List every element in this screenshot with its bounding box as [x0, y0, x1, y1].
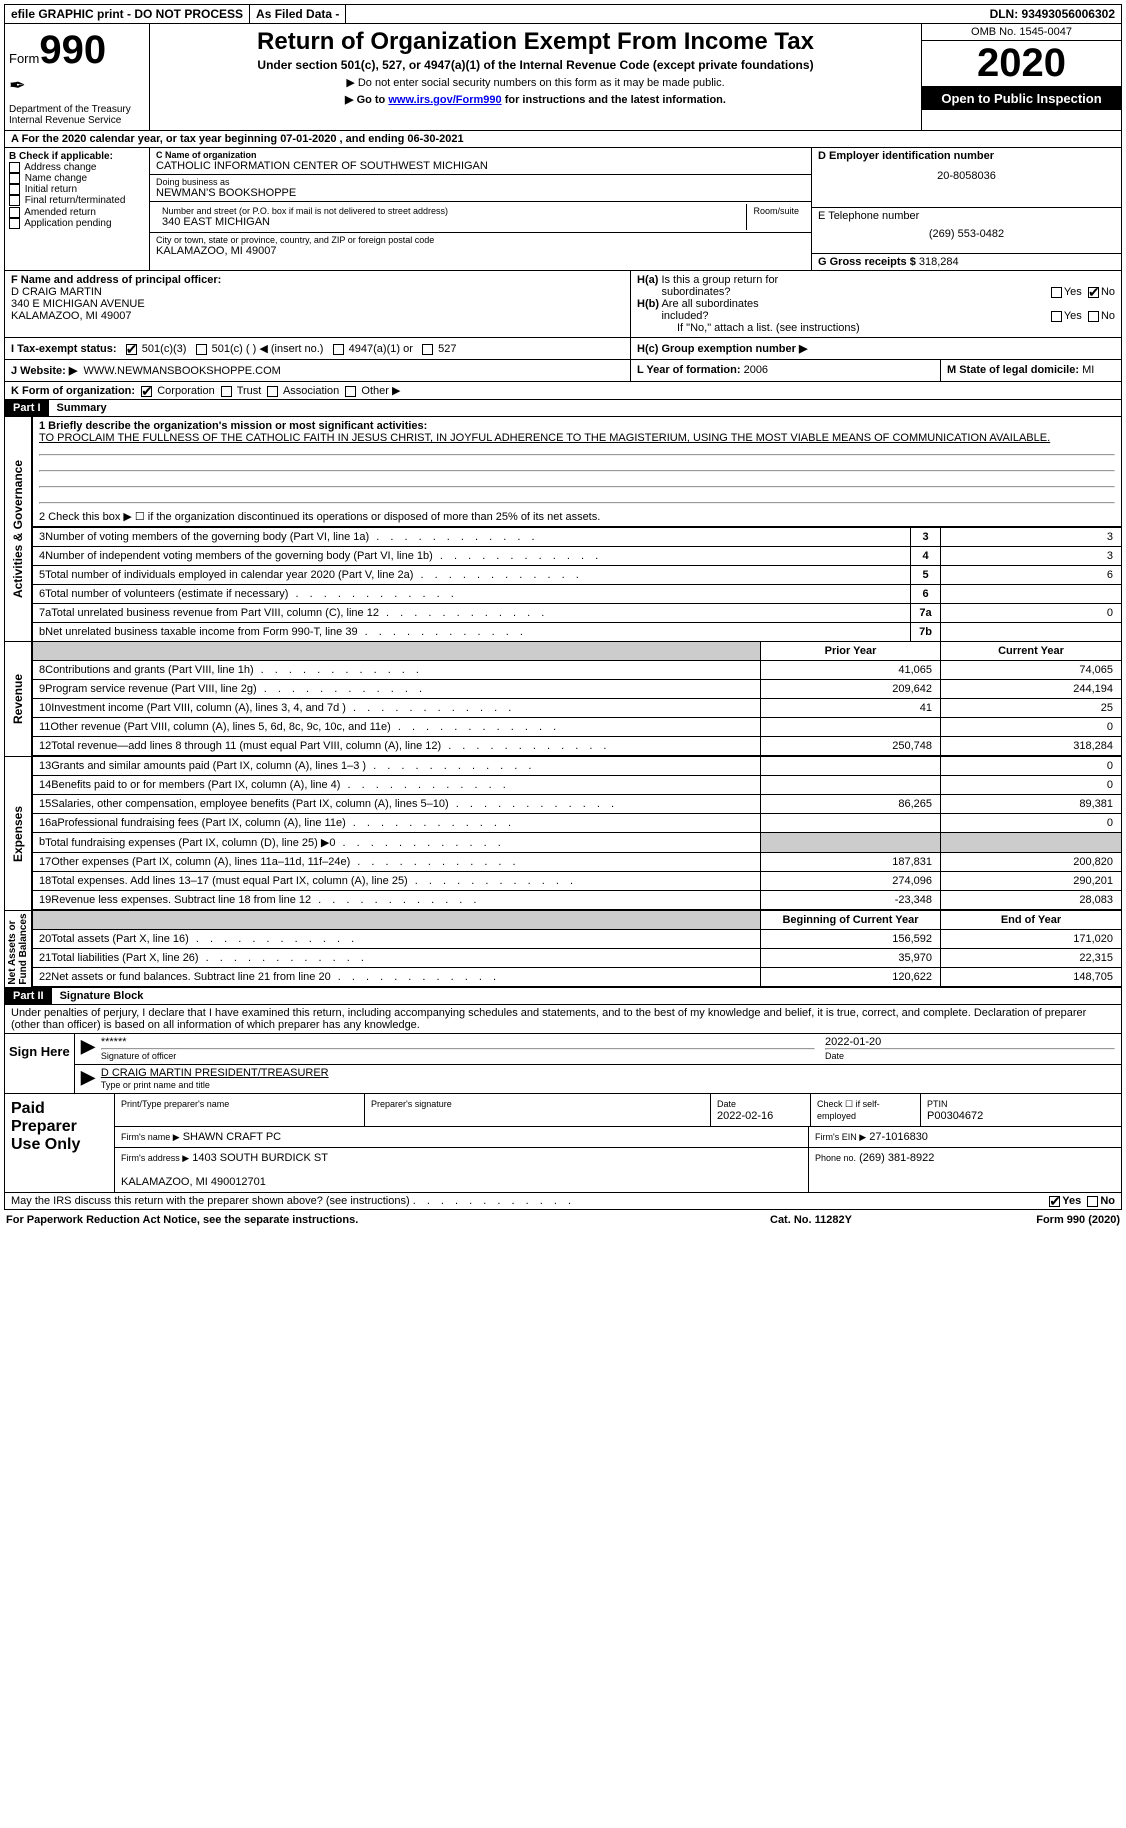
boxb-item: Initial return [9, 184, 145, 195]
asfiled-note: As Filed Data - [250, 5, 346, 23]
officer-h-block: F Name and address of principal officer:… [4, 271, 1122, 338]
discuss-yes-checkbox[interactable] [1049, 1196, 1060, 1207]
form-subtitle: Under section 501(c), 527, or 4947(a)(1)… [154, 58, 917, 72]
website: WWW.NEWMANSBOOKSHOPPE.COM [83, 365, 280, 377]
penalty-text: Under penalties of perjury, I declare th… [4, 1005, 1122, 1034]
checkbox-icon[interactable] [9, 218, 20, 229]
pointer-icon: ▶ [81, 1036, 101, 1062]
phone: (269) 553-0482 [818, 228, 1115, 240]
part2-bar: Part II Signature Block [4, 988, 1122, 1005]
period-line: A For the 2020 calendar year, or tax yea… [4, 131, 1122, 148]
open-public: Open to Public Inspection [922, 87, 1121, 110]
efile-note: efile GRAPHIC print - DO NOT PROCESS [5, 5, 250, 23]
501c3-checkbox[interactable] [126, 344, 137, 355]
status-line: I Tax-exempt status: 501(c)(3) 501(c) ( … [4, 338, 1122, 360]
corp-checkbox[interactable] [141, 386, 152, 397]
checkbox-icon[interactable] [9, 173, 20, 184]
firm-phone: (269) 381-8922 [859, 1152, 934, 1164]
activities-governance: Activities & Governance 1 Briefly descri… [4, 417, 1122, 642]
gross-receipts: 318,284 [919, 256, 959, 268]
paid-preparer-block: Paid Preparer Use Only Print/Type prepar… [4, 1094, 1122, 1193]
revenue-section: Revenue Prior YearCurrent Year 8Contribu… [4, 642, 1122, 757]
boxb-item: Name change [9, 173, 145, 184]
vlabel-netassets: Net Assets orFund Balances [7, 913, 29, 984]
ha-no-checkbox[interactable] [1088, 287, 1099, 298]
mission: TO PROCLAIM THE FULLNESS OF THE CATHOLIC… [39, 432, 1050, 444]
dept: Department of the Treasury Internal Reve… [9, 104, 145, 126]
firm-ein: 27-1016830 [869, 1131, 928, 1143]
entity-block: B Check if applicable: Address change Na… [4, 148, 1122, 271]
officer-sig-name: D CRAIG MARTIN PRESIDENT/TREASURER [101, 1067, 329, 1079]
form-number: 990 [39, 28, 106, 72]
checkbox-icon[interactable] [9, 207, 20, 218]
omb-number: OMB No. 1545-0047 [922, 24, 1121, 41]
website-line: J Website: ▶ WWW.NEWMANSBOOKSHOPPE.COM L… [4, 360, 1122, 382]
vlabel-revenue: Revenue [11, 674, 25, 724]
firm-name: SHAWN CRAFT PC [183, 1131, 281, 1143]
irs-link[interactable]: www.irs.gov/Form990 [388, 94, 501, 106]
org-name: CATHOLIC INFORMATION CENTER OF SOUTHWEST… [156, 160, 805, 172]
dba: NEWMAN'S BOOKSHOPPE [156, 187, 805, 199]
box-b-title: B Check if applicable: [9, 151, 145, 162]
tax-year: 2020 [922, 41, 1121, 87]
sign-here-block: Sign Here ▶******Signature of officer202… [4, 1034, 1122, 1094]
dln: DLN: 93493056006302 [984, 5, 1121, 23]
top-bar: efile GRAPHIC print - DO NOT PROCESS As … [4, 4, 1122, 24]
footer: For Paperwork Reduction Act Notice, see … [4, 1210, 1122, 1230]
checkbox-icon[interactable] [9, 162, 20, 173]
vlabel-activities: Activities & Governance [11, 460, 25, 598]
checkbox-icon[interactable] [9, 184, 20, 195]
vlabel-expenses: Expenses [11, 805, 25, 861]
ein: 20-8058036 [818, 170, 1115, 182]
expenses-section: Expenses 13Grants and similar amounts pa… [4, 757, 1122, 911]
pointer-icon: ▶ [81, 1067, 101, 1091]
street: 340 EAST MICHIGAN [162, 216, 740, 228]
form-org-line: K Form of organization: Corporation Trus… [4, 382, 1122, 400]
boxb-item: Amended return [9, 207, 145, 218]
boxb-item: Address change [9, 162, 145, 173]
discuss-line: May the IRS discuss this return with the… [4, 1193, 1122, 1210]
part1-bar: Part I Summary [4, 400, 1122, 417]
boxb-item: Final return/terminated [9, 195, 145, 206]
city: KALAMAZOO, MI 49007 [156, 245, 805, 257]
ptin: P00304672 [927, 1110, 983, 1122]
form-label: Form [9, 51, 39, 66]
net-assets-section: Net Assets orFund Balances Beginning of … [4, 911, 1122, 988]
note1: ▶ Do not enter social security numbers o… [154, 76, 917, 89]
form-title: Return of Organization Exempt From Incom… [154, 28, 917, 56]
boxb-item: Application pending [9, 218, 145, 229]
form-header: Form990 ✒ Department of the Treasury Int… [4, 24, 1122, 131]
checkbox-icon[interactable] [9, 195, 20, 206]
officer-name: D CRAIG MARTIN [11, 286, 102, 298]
